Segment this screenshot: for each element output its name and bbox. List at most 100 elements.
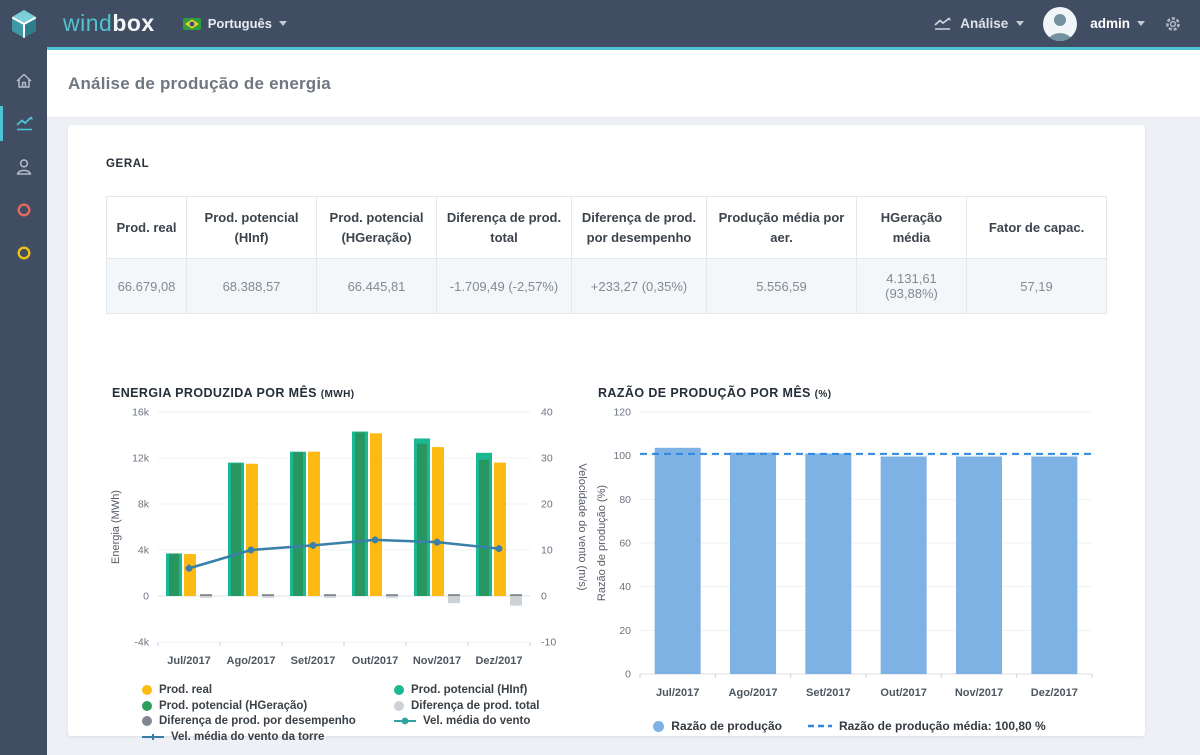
bar-dif-desempenho [510,594,522,596]
user-avatar-icon [1043,7,1077,41]
y-axis-label: Razão de produção (%) [596,485,608,601]
app-logo[interactable] [0,0,47,47]
y-axis-tick-right: 20 [541,499,553,511]
x-axis-label: Nov/2017 [413,655,461,667]
nav-analysis[interactable]: Análise [933,16,1024,31]
legend-item[interactable]: Vel. média do vento da torre [142,730,394,745]
language-selector[interactable]: Português [183,16,287,31]
y-axis-tick-right: 10 [541,545,553,557]
brand-wind: wind [63,10,112,37]
bar-dif-total [448,596,460,603]
sidebar-item-home[interactable] [0,59,47,102]
bar-dif-desempenho [200,594,212,596]
bar-prod-real [370,433,382,596]
y-axis-tick-right: 0 [541,591,547,603]
legend-label: Razão de produção [671,719,782,734]
bar-prod-real [308,452,320,596]
ratio-chart-title-unit: (%) [815,389,832,400]
ratio-chart-title-text: RAZÃO DE PRODUÇÃO POR MÊS [598,386,811,400]
legend-item[interactable]: Prod. real [142,683,394,698]
legend-item[interactable]: Prod. potencial (HGeração) [142,699,394,714]
bar-prod-potencial-hgeracao [417,444,427,596]
legend-item[interactable]: Diferença de prod. total [394,699,592,714]
legend-item[interactable]: Diferença de prod. por desempenho [142,714,394,729]
x-axis-label: Dez/2017 [475,655,522,667]
bar-prod-potencial-hgeracao [479,460,489,596]
windbox-cube-icon [7,7,41,41]
x-axis-label: Set/2017 [806,687,851,699]
y-axis-tick: 60 [619,538,631,550]
sidebar-item-analysis[interactable] [0,102,47,145]
y-axis-tick-left: 12k [132,453,150,465]
legend-item[interactable]: Vel. média do vento [394,714,592,729]
red-circle-icon [16,202,32,218]
x-axis-label: Ago/2017 [729,687,778,699]
energy-chart: 16k12k8k4k0-4k403020100-10Jul/2017Ago/20… [106,400,592,674]
line-legend-marker [394,716,416,726]
table-header-cell: HGeração média [857,197,967,259]
sidebar-item-users[interactable] [0,145,47,188]
bar-prod-potencial-hgeracao [355,432,365,596]
charts-row: ENERGIA PRODUZIDA POR MÊS (MWH) 16k12k8k… [106,386,1107,744]
brazil-flag-icon [183,18,201,30]
gear-icon [1164,15,1182,33]
y-axis-tick: 0 [625,669,631,681]
sidebar-item-status-red[interactable] [0,188,47,231]
bar-dif-total [386,596,398,598]
home-icon [14,71,34,91]
bar-dif-desempenho [448,594,460,596]
legend-label: Prod. potencial (HGeração) [159,699,307,714]
y-axis-tick-right: 40 [541,407,553,419]
y-axis-tick-left: -4k [134,637,149,649]
legend-item[interactable]: Prod. potencial (HInf) [394,683,592,698]
table-value-cell: 66.679,08 [107,259,187,314]
user-name: admin [1090,16,1130,31]
line-legend-marker [142,732,164,742]
legend-item-razao[interactable]: Razão de produção [653,719,782,734]
y-axis-label-left: Energia (MWh) [110,490,122,564]
y-axis-tick: 120 [613,407,631,419]
brand[interactable]: windbox [63,10,155,37]
x-axis-label: Jul/2017 [167,655,210,667]
table-header-cell: Prod. real [107,197,187,259]
bar-razao-producao [655,448,701,674]
bar-prod-real [184,554,196,596]
dot-marker [434,539,441,546]
legend-label: Vel. média do vento da torre [171,730,324,745]
ratio-chart-title: RAZÃO DE PRODUÇÃO POR MÊS (%) [598,386,1107,400]
bar-dif-desempenho [386,594,398,596]
bar-prod-potencial-hgeracao [231,464,241,596]
table-header-cell: Produção média por aer. [707,197,857,259]
legend-item-razao-media[interactable]: Razão de produção média: 100,80 % [808,719,1046,734]
energy-chart-title: ENERGIA PRODUZIDA POR MÊS (MWH) [112,386,592,400]
x-axis-label: Nov/2017 [955,687,1003,699]
bar-prod-real [494,463,506,596]
dot-marker [248,547,255,554]
chevron-down-icon [1137,21,1145,26]
user-menu[interactable]: admin [1090,16,1145,31]
y-axis-tick-left: 4k [138,545,150,557]
energy-chart-title-unit: (MWH) [321,389,355,400]
chevron-down-icon [1016,21,1024,26]
bar-razao-producao [956,457,1002,674]
bar-dif-total [510,596,522,606]
table-value-cell: -1.709,49 (-2,57%) [437,259,572,314]
table-value-cell: 5.556,59 [707,259,857,314]
section-title-geral: GERAL [106,158,1107,170]
brand-box: box [112,10,154,37]
legend-label: Prod. real [159,683,212,698]
y-axis-tick-left: 0 [143,591,149,603]
analysis-card: GERAL Prod. realProd. potencial (HInf)Pr… [68,125,1145,736]
dot-marker [372,536,379,543]
avatar[interactable] [1043,7,1077,41]
topbar-accent-line [47,47,1200,50]
table-header-cell: Prod. potencial (HInf) [187,197,317,259]
ratio-chart-legend: Razão de produção Razão de produção média… [592,719,1107,734]
table-value-cell: 57,19 [967,259,1107,314]
settings-button[interactable] [1164,15,1182,33]
ratio-chart-block: RAZÃO DE PRODUÇÃO POR MÊS (%) 0204060801… [592,386,1107,744]
y-axis-tick: 100 [613,450,631,462]
legend-label: Razão de produção média: 100,80 % [839,719,1046,734]
sidebar-item-status-yellow[interactable] [0,231,47,274]
user-icon [14,157,34,177]
